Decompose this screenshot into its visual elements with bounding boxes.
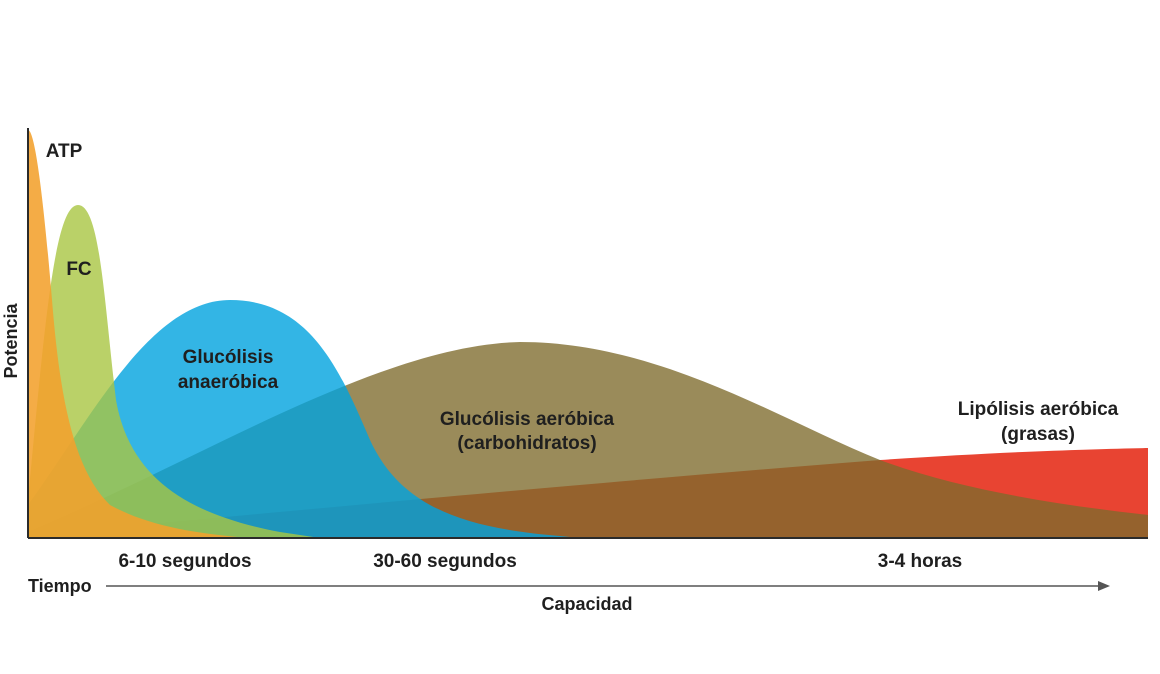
series-area-glucolisis-anaerobica xyxy=(28,300,580,538)
label-glucolisis-anaerobica-line2: anaeróbica xyxy=(178,372,279,393)
label-lipolisis-line2: (grasas) xyxy=(1001,424,1075,445)
label-glucolisis-anaerobica-line1: Glucólisis xyxy=(183,347,274,368)
label-fc: FC xyxy=(66,259,92,280)
label-atp: ATP xyxy=(46,141,83,162)
x-axis-label: Capacidad xyxy=(541,594,632,614)
label-glucolisis-aerobica-line1: Glucólisis aeróbica xyxy=(440,409,615,430)
label-glucolisis-aerobica-line2: (carbohidratos) xyxy=(457,433,596,454)
x-tick-label-2: 30-60 segundos xyxy=(373,551,517,572)
series-areas xyxy=(28,130,1148,538)
x-tick-label-1: 6-10 segundos xyxy=(118,551,251,572)
y-axis-label: Potencia xyxy=(1,303,21,379)
x-tick-label-3: 3-4 horas xyxy=(878,551,962,572)
label-lipolisis-line1: Lipólisis aeróbica xyxy=(958,399,1119,420)
series-area-atp xyxy=(28,130,250,538)
series-area-fc xyxy=(28,205,320,538)
x-start-label: Tiempo xyxy=(28,576,92,596)
